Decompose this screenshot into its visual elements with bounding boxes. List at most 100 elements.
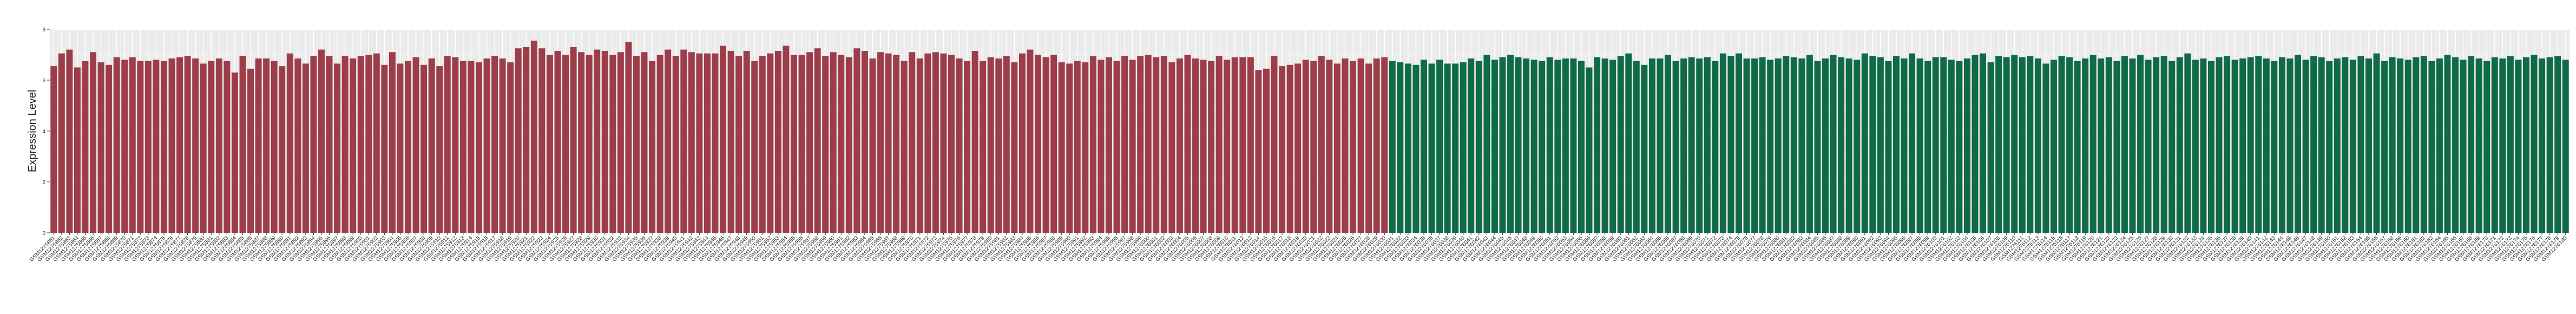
bar-GSM1276099 xyxy=(1924,61,1931,233)
bar-GSM1275934 xyxy=(625,42,632,233)
bar-GSM1276054 xyxy=(1570,58,1577,233)
bar-GSM1275886 xyxy=(247,68,254,233)
bar-GSM1276119 xyxy=(2082,58,2089,233)
bar-GSM1276179 xyxy=(2554,56,2561,233)
bar-GSM1275938 xyxy=(656,55,663,233)
bar-GSM1275878 xyxy=(184,56,191,233)
bar-GSM1275899 xyxy=(350,58,357,233)
bar-GSM1276107 xyxy=(1987,62,1994,233)
bar-GSM1276060 xyxy=(1617,56,1624,233)
bar-GSM1275964 xyxy=(861,50,868,233)
bar-GSM1276011 xyxy=(1231,57,1238,233)
bar-GSM1276030 xyxy=(1381,57,1388,233)
bar-GSM1276052 xyxy=(1554,60,1561,233)
bar-GSM1275985 xyxy=(1027,49,1034,233)
bar-GSM1275952 xyxy=(767,53,774,233)
bar-GSM1276059 xyxy=(1609,60,1616,233)
bar-GSM1275971 xyxy=(916,58,923,233)
bar-GSM1275867 xyxy=(97,62,104,233)
bar-GSM1276160 xyxy=(2404,60,2411,233)
bar-GSM1275947 xyxy=(727,50,734,233)
bar-GSM1275977 xyxy=(964,61,971,233)
bar-GSM1276128 xyxy=(2153,57,2160,233)
bar-GSM1276048 xyxy=(1523,58,1530,233)
bar-GSM1276141 xyxy=(2255,56,2262,233)
bar-GSM1276050 xyxy=(1539,61,1546,233)
bar-GSM1275967 xyxy=(885,53,892,233)
bar-GSM1275951 xyxy=(759,56,766,233)
bar-GSM1275861 xyxy=(50,66,57,233)
bar-GSM1276103 xyxy=(1956,61,1963,233)
bar-GSM1275959 xyxy=(822,56,829,233)
bar-GSM1276017 xyxy=(1279,66,1286,233)
bar-GSM1276049 xyxy=(1530,60,1537,233)
bar-GSM1276025 xyxy=(1342,58,1349,233)
bar-GSM1275920 xyxy=(515,48,522,233)
bar-GSM1276175 xyxy=(2523,57,2529,233)
bar-GSM1276033 xyxy=(1404,63,1411,233)
bar-GSM1275945 xyxy=(712,53,719,233)
bar-GSM1275994 xyxy=(1098,60,1105,233)
y-tick-label: 8 xyxy=(42,27,45,33)
bar-GSM1276094 xyxy=(1885,61,1892,233)
bar-GSM1275988 xyxy=(1050,55,1057,233)
bar-GSM1275948 xyxy=(735,56,742,233)
bar-GSM1276095 xyxy=(1893,56,1900,233)
bar-GSM1276123 xyxy=(2113,61,2120,233)
bar-GSM1276161 xyxy=(2413,57,2420,233)
bar-GSM1276137 xyxy=(2224,56,2231,233)
bar-GSM1275926 xyxy=(562,55,569,233)
bar-GSM1276055 xyxy=(1578,61,1585,233)
y-axis-title: Expression Level xyxy=(27,90,38,172)
bar-GSM1275937 xyxy=(649,61,656,233)
bar-GSM1276081 xyxy=(1783,56,1790,233)
bar-GSM1276135 xyxy=(2208,61,2214,233)
bar-GSM1275973 xyxy=(932,52,939,233)
bar-GSM1275970 xyxy=(909,52,916,233)
bar-GSM1275897 xyxy=(334,63,341,233)
bar-GSM1276132 xyxy=(2184,53,2191,233)
bar-GSM1276014 xyxy=(1255,70,1262,233)
bar-GSM1275898 xyxy=(341,56,349,233)
bar-GSM1275893 xyxy=(302,63,309,233)
bar-GSM1275882 xyxy=(215,58,222,233)
bar-GSM1275885 xyxy=(239,56,246,233)
bar-GSM1275912 xyxy=(452,57,459,233)
bar-GSM1276164 xyxy=(2436,58,2443,233)
bar-GSM1276084 xyxy=(1806,55,1813,233)
bar-GSM1276139 xyxy=(2239,58,2246,233)
bar-GSM1275924 xyxy=(546,55,553,233)
bar-GSM1276147 xyxy=(2302,60,2309,233)
bar-GSM1276115 xyxy=(2051,60,2057,233)
bar-GSM1276006 xyxy=(1192,58,1199,233)
bar-GSM1276111 xyxy=(2019,57,2026,233)
bar-GSM1275887 xyxy=(255,58,262,233)
bar-GSM1276000 xyxy=(1145,55,1152,233)
bar-GSM1275941 xyxy=(680,49,687,233)
bar-GSM1276076 xyxy=(1743,58,1750,233)
bar-GSM1275883 xyxy=(224,61,231,233)
bar-GSM1276162 xyxy=(2420,56,2427,233)
bar-GSM1276056 xyxy=(1586,67,1593,233)
bar-GSM1275980 xyxy=(987,57,994,233)
bar-GSM1275889 xyxy=(271,61,278,233)
bar-GSM1276122 xyxy=(2105,57,2112,233)
bar-GSM1276027 xyxy=(1357,58,1364,233)
bar-GSM1275918 xyxy=(499,58,506,233)
bar-GSM1275950 xyxy=(751,61,758,233)
bar-GSM1275954 xyxy=(783,45,790,233)
bar-GSM1276012 xyxy=(1239,57,1246,233)
bar-GSM1275868 xyxy=(106,64,113,233)
bar-GSM1275968 xyxy=(893,55,900,233)
bar-GSM1276061 xyxy=(1625,53,1632,233)
bar-GSM1275922 xyxy=(530,41,537,233)
bar-GSM1276148 xyxy=(2310,56,2317,233)
bar-GSM1275995 xyxy=(1106,57,1112,233)
bar-GSM1275916 xyxy=(483,58,490,233)
bar-GSM1276100 xyxy=(1932,57,1939,233)
bar-GSM1276108 xyxy=(1995,56,2002,233)
bar-GSM1275958 xyxy=(814,48,821,233)
bar-GSM1276021 xyxy=(1310,61,1317,233)
bar-GSM1275963 xyxy=(853,48,860,233)
bar-GSM1275983 xyxy=(1011,62,1018,233)
